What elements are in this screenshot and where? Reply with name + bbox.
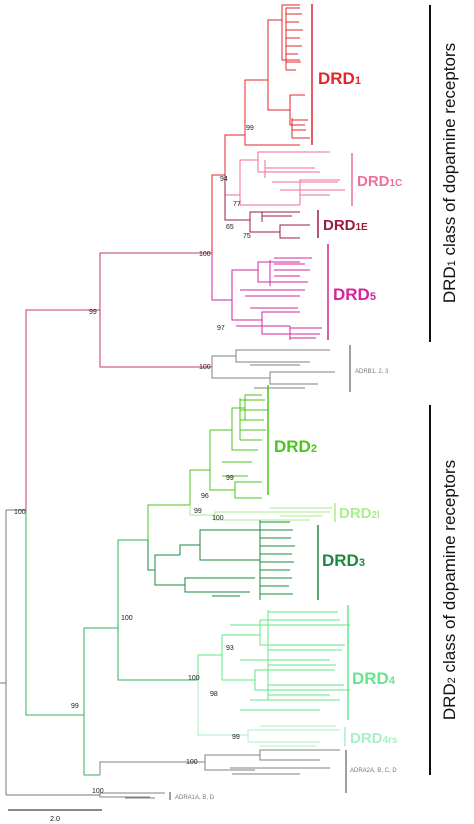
bootstrap-value: 96 <box>201 493 209 500</box>
branch-adrb <box>211 349 335 389</box>
branch-drd1c <box>224 151 345 206</box>
bootstrap-value: 100 <box>188 675 200 682</box>
branch-drd2 <box>147 394 268 540</box>
bootstrap-value: 93 <box>226 645 234 652</box>
branch-drd1e <box>224 175 310 239</box>
branch-drd5 <box>211 253 322 340</box>
label-drd2: DRD2 <box>274 437 317 456</box>
bootstrap-value: 100 <box>92 788 104 795</box>
label-adra2: ADRA2A, B, C, D <box>350 768 397 774</box>
label-adrb: ADRB1, 2, 3 <box>355 369 389 375</box>
bootstrap-value: 100 <box>186 759 198 766</box>
branch-drd4rs <box>197 680 340 747</box>
class-label-d2: DRD2 class of dopamine receptors <box>440 460 459 720</box>
label-drd3: DRD3 <box>322 551 365 570</box>
bootstrap-value: 100 <box>199 364 211 371</box>
bootstrap-value: 99 <box>71 703 79 710</box>
label-drd1: DRD1 <box>318 69 361 88</box>
bootstrap-value: 99 <box>232 734 240 741</box>
bootstrap-value: 65 <box>226 224 234 231</box>
bootstrap-value: 77 <box>233 201 241 208</box>
branch-drd2l <box>189 505 332 521</box>
label-adra1: ADRA1A, B, D <box>175 795 215 801</box>
bootstrap-value: 94 <box>220 176 228 183</box>
branch-adra2 <box>99 749 340 775</box>
bootstrap-value: 99 <box>246 125 254 132</box>
bootstrap-value: 97 <box>217 325 225 332</box>
bootstrap-value: 100 <box>199 251 211 258</box>
bootstrap-value: 100 <box>121 615 133 622</box>
class-label-d1: DRD1 class of dopamine receptors <box>440 43 459 303</box>
clade-bars <box>169 4 353 800</box>
label-drd4rs: DRD4rs <box>350 730 398 747</box>
bootstrap-value: 75 <box>243 233 251 240</box>
scale-bar-label: 2.0 <box>50 816 60 823</box>
branch-adra1 <box>99 792 165 799</box>
bootstrap-value: 99 <box>89 309 97 316</box>
branch-drd4 <box>197 610 350 711</box>
bootstrap-value: 100 <box>212 515 224 522</box>
label-drd4: DRD4 <box>352 669 396 688</box>
bootstrap-value: 100 <box>14 509 26 516</box>
bootstrap-value: 99 <box>226 475 234 482</box>
label-drd1c: DRD1C <box>357 173 402 190</box>
bootstrap-values: 99 94 77 65 75 100 99 97 100 99 96 99 10… <box>14 125 254 795</box>
label-drd2l: DRD2l <box>339 505 380 522</box>
label-drd1e: DRD1E <box>323 217 368 234</box>
bootstrap-value: 98 <box>210 691 218 698</box>
branch-drd3 <box>147 520 295 600</box>
label-drd5: DRD5 <box>333 285 376 304</box>
tree-backbone <box>0 252 212 796</box>
branch-drd1 <box>211 4 310 253</box>
bootstrap-value: 99 <box>194 508 202 515</box>
